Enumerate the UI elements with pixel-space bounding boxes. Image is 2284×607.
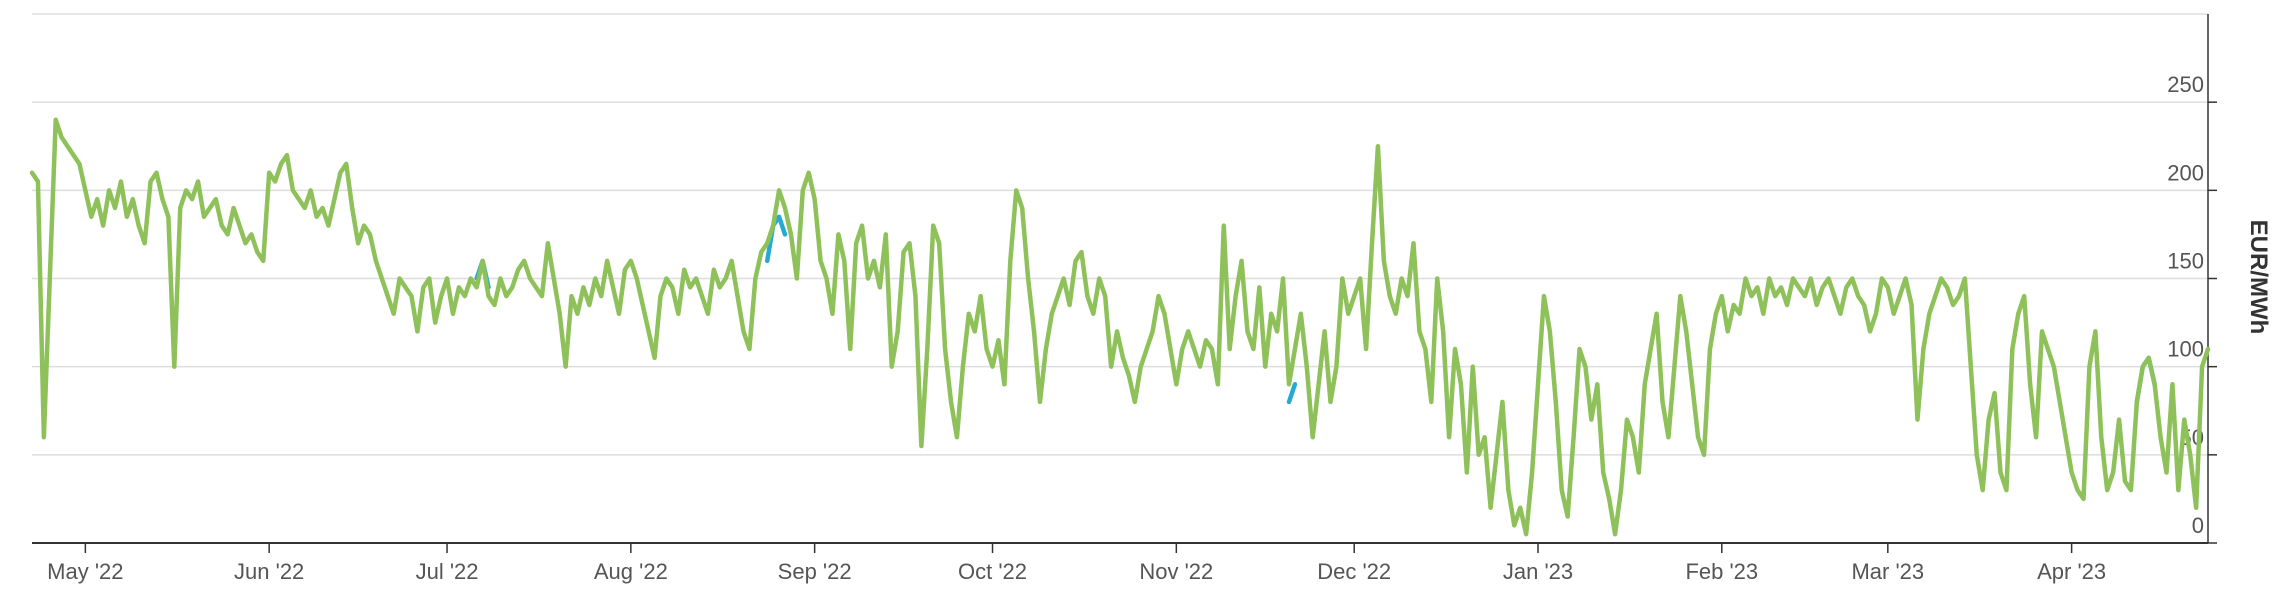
y-tick-label: 200 xyxy=(2167,160,2204,185)
y-tick-label: 0 xyxy=(2192,513,2204,538)
y-axis-title: EUR/MWh xyxy=(2245,220,2272,335)
x-tick-label: Nov '22 xyxy=(1139,559,1213,584)
x-tick-label: Oct '22 xyxy=(958,559,1027,584)
x-tick-label: Feb '23 xyxy=(1685,559,1758,584)
series-line xyxy=(474,214,2157,405)
x-tick-label: Dec '22 xyxy=(1317,559,1391,584)
y-tick-label: 100 xyxy=(2167,337,2204,362)
series-line xyxy=(29,117,2211,537)
x-tick-label: Aug '22 xyxy=(594,559,668,584)
x-tick-label: May '22 xyxy=(47,559,123,584)
y-tick-label: 250 xyxy=(2167,72,2204,97)
x-tick-label: Sep '22 xyxy=(778,559,852,584)
x-tick-label: Apr '23 xyxy=(2037,559,2106,584)
y-tick-label: 150 xyxy=(2167,249,2204,274)
x-tick-label: Jun '22 xyxy=(234,559,304,584)
x-tick-label: Jul '22 xyxy=(416,559,479,584)
x-tick-label: Mar '23 xyxy=(1851,559,1924,584)
x-tick-label: Jan '23 xyxy=(1503,559,1573,584)
